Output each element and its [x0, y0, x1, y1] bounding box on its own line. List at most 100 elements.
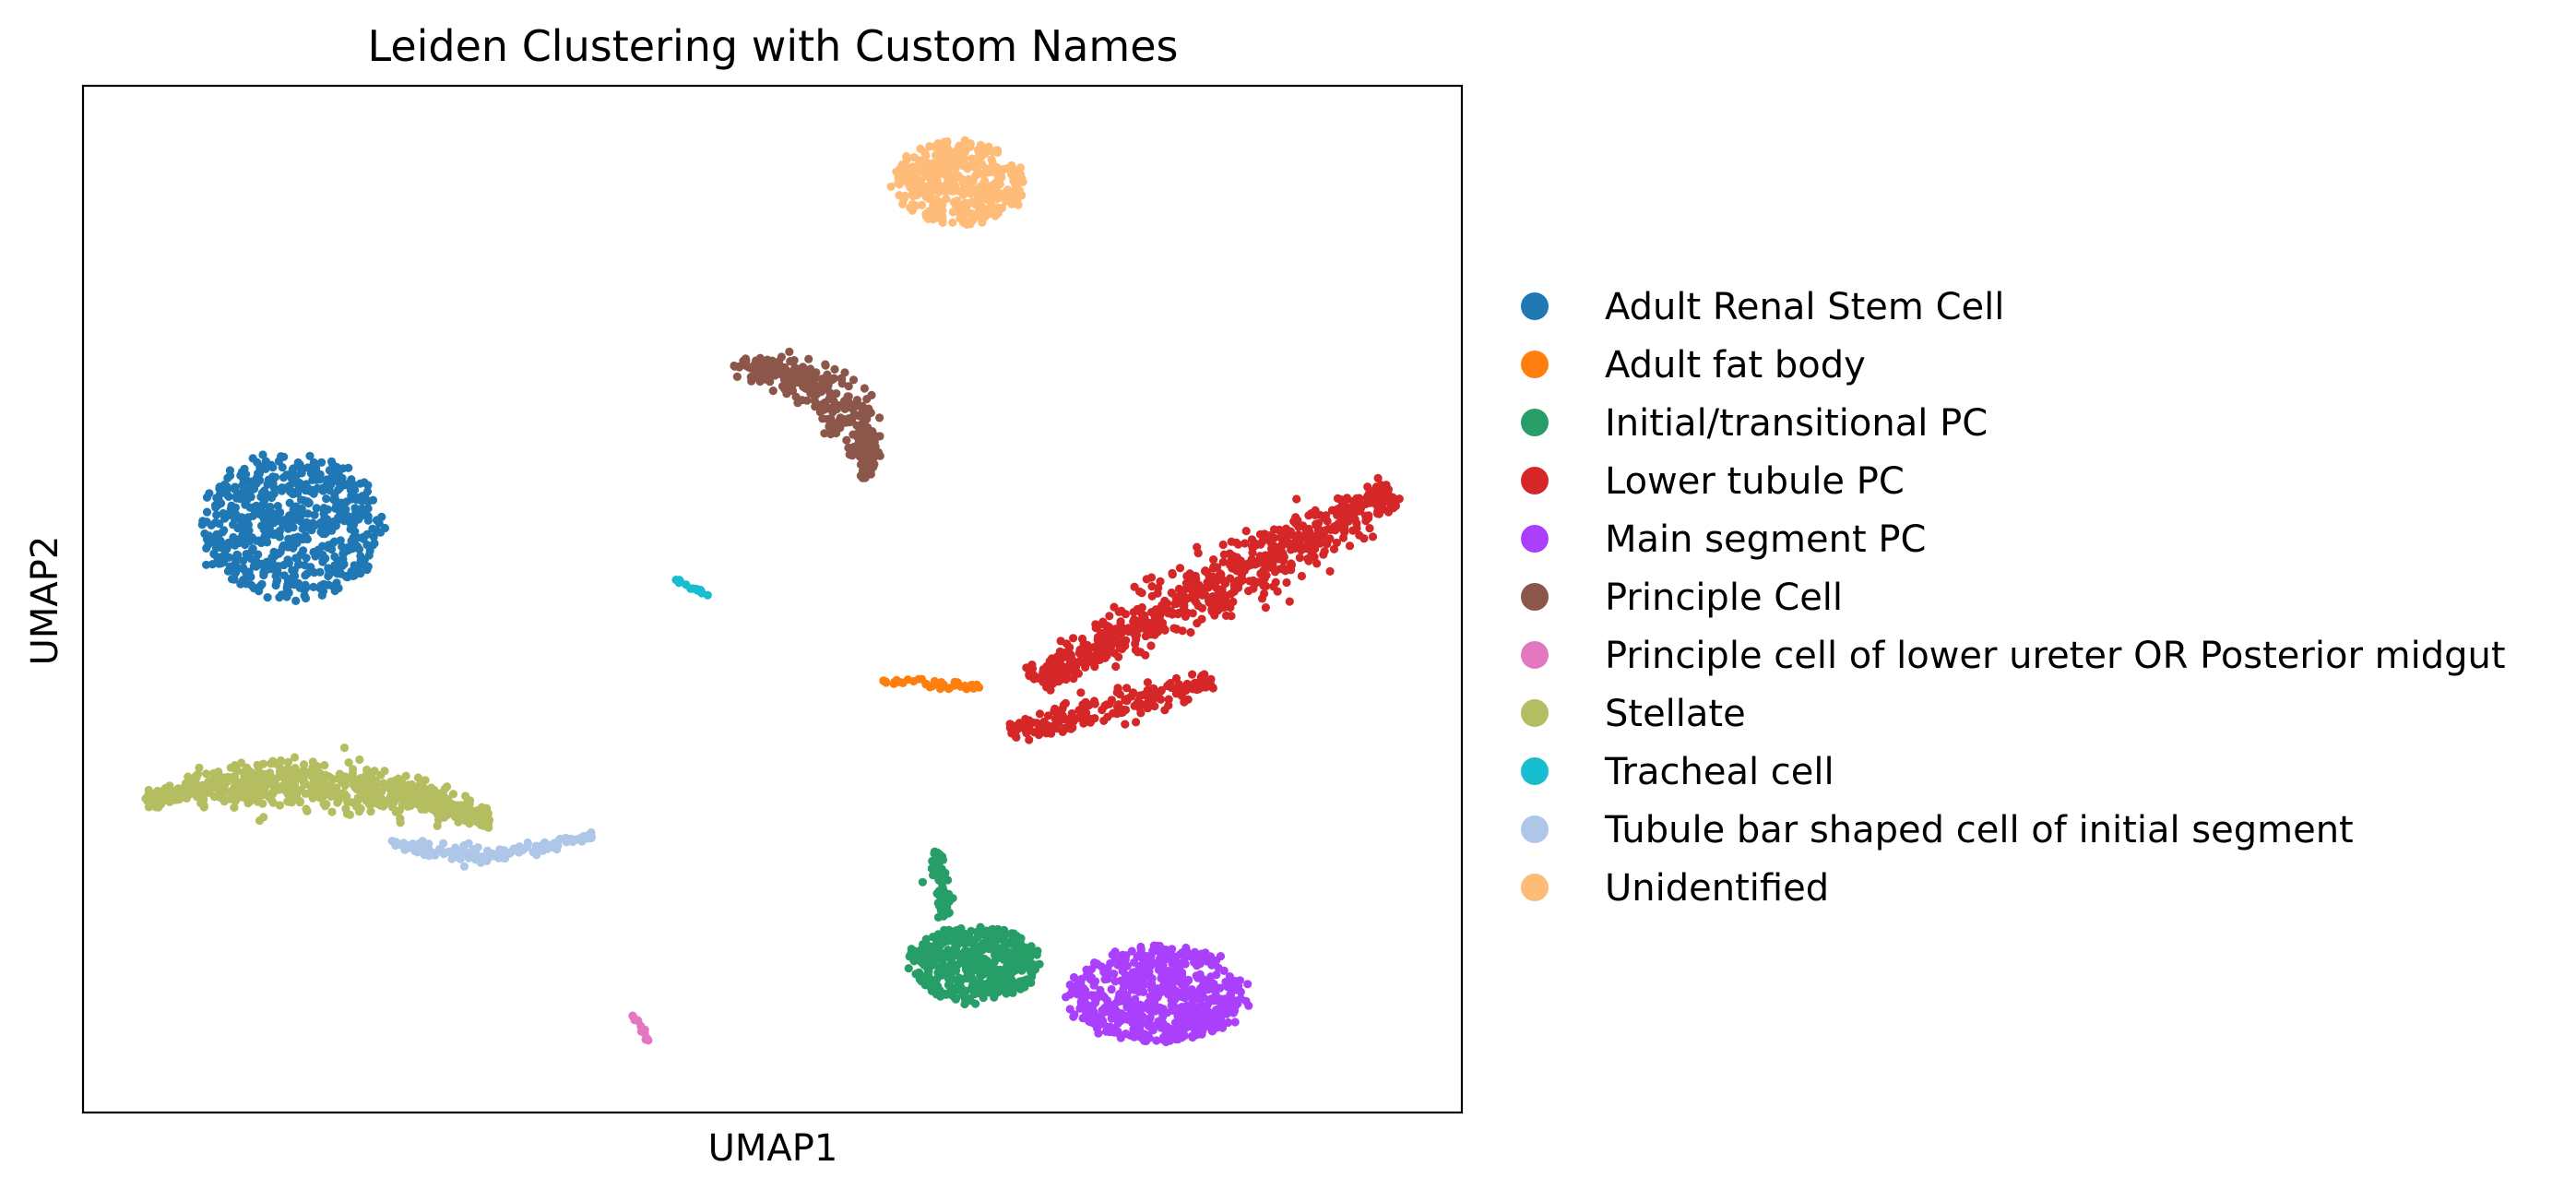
scatter-point — [271, 580, 280, 590]
scatter-point — [1196, 583, 1205, 592]
scatter-point — [231, 493, 241, 502]
scatter-point — [826, 430, 836, 439]
scatter-point — [336, 555, 345, 565]
scatter-point — [1114, 994, 1123, 1003]
scatter-point — [1213, 1023, 1222, 1032]
scatter-point — [1149, 999, 1159, 1008]
scatter-point — [1313, 518, 1324, 528]
scatter-point — [211, 518, 220, 528]
scatter-point — [332, 465, 342, 474]
scatter-point — [1152, 988, 1161, 997]
scatter-point — [991, 942, 1001, 951]
scatter-point — [886, 182, 896, 191]
scatter-point — [924, 182, 933, 192]
scatter-point — [979, 180, 988, 189]
scatter-point — [329, 518, 338, 528]
scatter-point — [277, 756, 286, 766]
scatter-point — [958, 176, 967, 185]
scatter-point — [959, 956, 968, 965]
scatter-point — [1081, 662, 1090, 672]
scatter-point — [1135, 1025, 1145, 1034]
scatter-point — [1346, 511, 1355, 520]
scatter-point — [1193, 601, 1203, 611]
scatter-point — [804, 354, 813, 363]
scatter-point — [1351, 507, 1361, 517]
scatter-point — [160, 783, 170, 793]
scatter-point — [1233, 540, 1243, 549]
scatter-point — [832, 389, 841, 399]
scatter-point — [1171, 689, 1181, 698]
scatter-point — [1209, 555, 1218, 565]
scatter-point — [1095, 649, 1104, 658]
scatter-point — [929, 954, 938, 963]
scatter-point — [300, 561, 310, 570]
scatter-point — [427, 804, 437, 814]
scatter-point — [264, 475, 273, 484]
scatter-point — [372, 526, 381, 535]
scatter-point — [261, 566, 270, 576]
scatter-point — [202, 518, 211, 527]
scatter-point — [1185, 576, 1194, 585]
scatter-point — [1255, 530, 1265, 539]
scatter-point — [202, 769, 211, 779]
scatter-point — [1090, 699, 1099, 708]
scatter-point — [1042, 720, 1051, 730]
scatter-point — [1290, 531, 1300, 541]
scatter-point — [1025, 721, 1034, 731]
scatter-point — [218, 775, 227, 784]
scatter-point — [231, 484, 240, 494]
scatter-point — [937, 963, 946, 972]
scatter-point — [495, 845, 505, 854]
scatter-point — [290, 533, 299, 542]
scatter-point — [1189, 996, 1198, 1006]
scatter-point — [362, 530, 372, 539]
scatter-point — [949, 186, 958, 196]
scatter-point — [1244, 1001, 1253, 1010]
scatter-point — [233, 523, 243, 533]
scatter-point — [317, 590, 326, 601]
scatter-point — [778, 369, 787, 378]
scatter-point — [255, 587, 264, 596]
scatter-point — [395, 791, 404, 801]
scatter-point — [924, 194, 933, 203]
scatter-point — [363, 481, 373, 490]
scatter-point — [944, 684, 954, 694]
scatter-point — [1146, 641, 1156, 650]
scatter-point — [290, 565, 299, 575]
scatter-point — [214, 768, 223, 777]
scatter-point — [380, 523, 389, 533]
scatter-point — [459, 862, 469, 871]
scatter-point — [1055, 647, 1064, 657]
scatter-point — [1212, 583, 1221, 593]
scatter-point — [465, 799, 474, 809]
scatter-point — [987, 155, 996, 164]
scatter-point — [823, 373, 832, 382]
scatter-point — [334, 499, 343, 508]
scatter-point — [938, 218, 947, 227]
scatter-point — [327, 544, 337, 554]
scatter-point — [1007, 729, 1016, 738]
legend-item: Adult Renal Stem Cell — [1521, 286, 2004, 328]
scatter-point — [935, 948, 944, 958]
scatter-point — [338, 791, 348, 800]
scatter-point — [1181, 1007, 1191, 1017]
scatter-point — [338, 473, 347, 482]
scatter-point — [1241, 539, 1250, 548]
scatter-point — [1133, 623, 1142, 632]
scatter-point — [1157, 1017, 1167, 1028]
scatter-point — [973, 682, 982, 692]
scatter-point — [636, 1027, 647, 1036]
scatter-point — [306, 487, 315, 496]
scatter-point — [1103, 634, 1112, 643]
scatter-point — [1129, 688, 1138, 697]
scatter-point — [1342, 503, 1351, 512]
scatter-point — [1355, 494, 1364, 503]
scatter-point — [1275, 525, 1284, 534]
scatter-point — [857, 431, 866, 440]
legend-item: Tubule bar shaped cell of initial segmen… — [1521, 809, 2354, 851]
scatter-point — [1089, 991, 1098, 1000]
scatter-point — [300, 586, 309, 595]
scatter-point — [1355, 530, 1364, 540]
scatter-point — [926, 974, 935, 983]
